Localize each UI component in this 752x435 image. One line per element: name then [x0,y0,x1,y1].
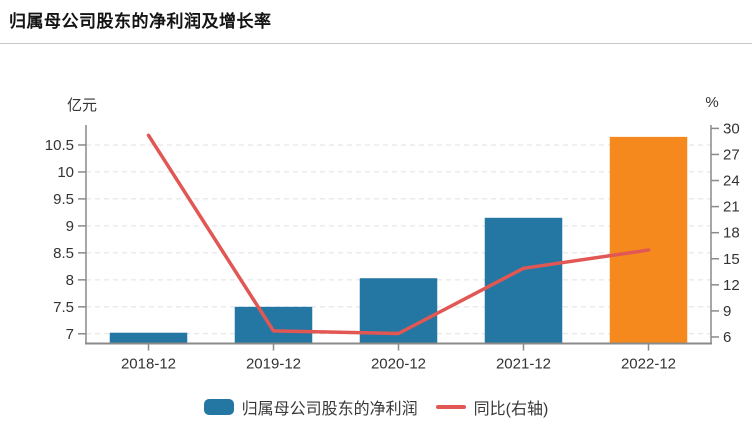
bar-2019-12[interactable] [234,306,313,344]
chart-legend: 归属母公司股东的净利润 同比(右轴) [0,395,752,419]
bar-2022-12[interactable] [609,136,688,344]
x-axis-label: 2022-12 [621,356,676,373]
line-series-swatch [435,405,466,409]
left-axis-tick-label: 10 [57,164,74,181]
left-axis-tick-label: 8.5 [53,245,74,262]
right-axis-tick-label: 18 [723,225,740,242]
left-axis-tick-label: 9.5 [53,191,74,208]
left-axis-tick-label: 8 [66,272,74,289]
yoy-line[interactable] [146,133,651,336]
x-axis-label: 2020-12 [371,356,426,373]
left-axis-tick-label: 9 [66,218,74,235]
profit-growth-chart: 7 7.5 8 8.5 9 9.5 10 10.5 6 9 12 15 18 21 24 27 30 2018-1… [45,120,740,373]
right-axis-tick-label: 6 [723,329,731,346]
bar-series-swatch [203,399,234,415]
x-axis-label: 2019-12 [246,356,301,373]
chart-header: 归属母公司股东的净利润及增长率 [0,0,752,44]
x-axis-label: 2018-12 [121,356,176,373]
right-axis-tick-label: 24 [723,173,740,190]
bar-series-label: 归属母公司股东的净利润 [241,401,418,418]
left-axis-tick-label: 10.5 [45,137,74,154]
chart-title: 归属母公司股东的净利润及增长率 [9,12,272,31]
left-axis-tick-label: 7 [66,326,74,343]
right-axis-tick-label: 21 [723,199,740,216]
legend-item-net-profit[interactable]: 归属母公司股东的净利润 [203,395,418,419]
right-axis-tick-label: 27 [723,146,740,163]
left-axis-tick-label: 7.5 [53,299,74,316]
right-axis-unit-label: % [705,94,719,111]
legend-item-yoy[interactable]: 同比(右轴) [435,395,549,419]
x-axis-label: 2021-12 [496,356,551,373]
left-axis-unit-label: 亿元 [66,97,97,114]
right-axis-tick-label: 15 [723,251,740,268]
bar-2018-12[interactable] [109,332,188,344]
right-axis-tick-label: 9 [723,303,731,320]
line-series-label: 同比(右轴) [473,401,549,418]
right-axis-tick-label: 12 [723,277,740,294]
right-axis-tick-label: 30 [723,120,740,137]
